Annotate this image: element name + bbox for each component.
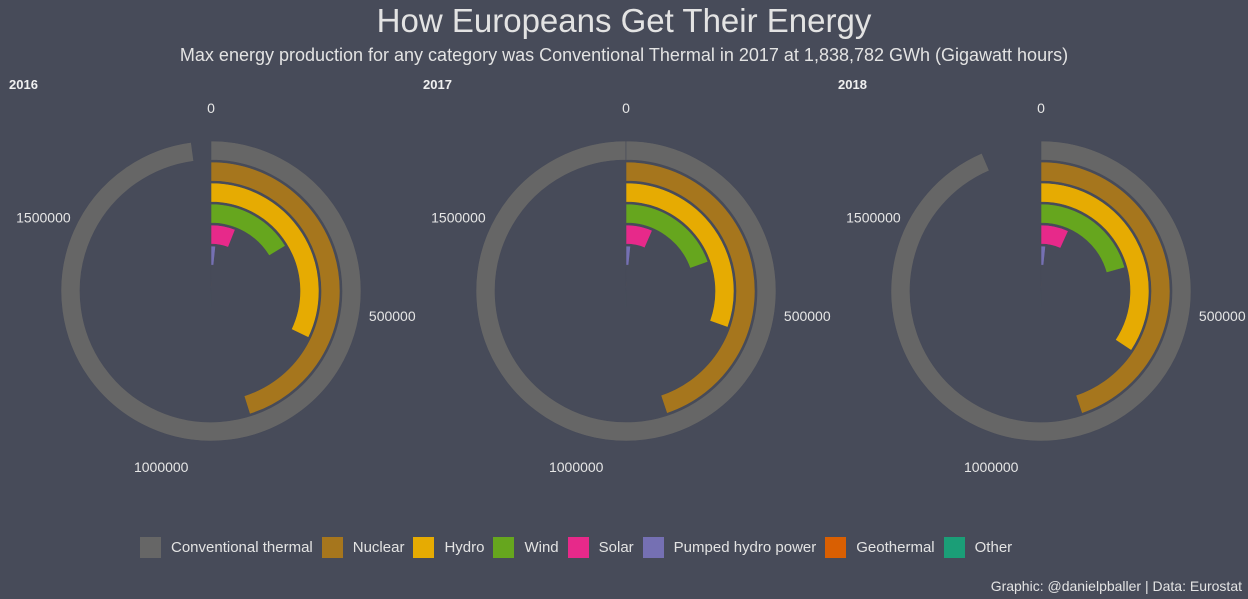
bar-nuclear	[625, 161, 756, 414]
bar-pumped-hydro-power	[1040, 245, 1046, 266]
legend-label: Wind	[524, 538, 559, 556]
legend-item: Other	[943, 536, 1013, 558]
bar-wind	[210, 203, 286, 257]
theta-tick-label: 500000	[784, 308, 831, 324]
theta-tick-label: 0	[622, 100, 630, 116]
legend-item: Nuclear	[321, 536, 405, 558]
bar-solar	[210, 224, 236, 248]
legend-item: Conventional thermal	[140, 536, 313, 558]
panel-label-2017: 2017	[423, 77, 452, 92]
bar-conventional-thermal	[890, 140, 1192, 442]
theta-tick-label: 1000000	[134, 459, 189, 475]
bar-pumped-hydro-power	[210, 245, 216, 266]
panel-2016: 2016 0 500000 1000000 1500000	[9, 77, 416, 475]
theta-tick-label: 1500000	[431, 210, 486, 226]
bar-nuclear	[1040, 161, 1171, 414]
bar-pumped-hydro-power	[625, 245, 631, 266]
legend-swatch	[140, 536, 161, 558]
theta-tick-label: 1500000	[16, 210, 71, 226]
legend-label: Solar	[598, 538, 634, 556]
legend-item: Wind	[493, 536, 559, 558]
theta-tick-label: 1000000	[964, 459, 1019, 475]
legend-swatch	[413, 536, 435, 558]
bar-hydro	[1040, 182, 1150, 351]
panel-label-2016: 2016	[9, 77, 38, 92]
bar-solar	[1040, 224, 1069, 249]
chart-title: How Europeans Get Their Energy	[376, 2, 872, 39]
panel-2017: 2017 0 500000 1000000 1500000	[423, 77, 831, 475]
legend-swatch	[567, 536, 589, 558]
theta-tick-label: 500000	[369, 308, 416, 324]
bar-hydro	[210, 182, 320, 338]
legend-item: Pumped hydro power	[642, 536, 817, 558]
legend-label: Nuclear	[352, 538, 405, 556]
theta-tick-label: 0	[207, 100, 215, 116]
legend-label: Hydro	[444, 538, 485, 556]
legend-item: Hydro	[413, 536, 485, 558]
chart-legend: Conventional thermal Nuclear Hydro Wind Sola…	[140, 535, 1021, 559]
bar-wind	[1040, 203, 1126, 274]
bar-conventional-thermal	[475, 140, 777, 442]
panel-label-2018: 2018	[838, 77, 867, 92]
bar-nuclear	[210, 161, 341, 415]
legend-swatch	[825, 536, 847, 558]
legend-swatch	[943, 536, 965, 558]
legend-label: Pumped hydro power	[673, 538, 817, 556]
theta-tick-label: 0	[1037, 100, 1045, 116]
theta-tick-label: 1000000	[549, 459, 604, 475]
panel-2018: 2018 0 500000 1000000 1500000	[838, 77, 1246, 475]
legend-swatch	[321, 536, 343, 558]
bar-conventional-thermal	[60, 140, 362, 442]
legend-label: Conventional thermal	[171, 538, 313, 556]
theta-tick-label: 500000	[1199, 308, 1246, 324]
chart-caption: Graphic: @danielpballer | Data: Eurostat	[990, 578, 1242, 594]
bar-hydro	[625, 182, 735, 328]
bar-wind	[625, 203, 709, 269]
bar-solar	[625, 224, 653, 249]
legend-label: Geothermal	[856, 538, 935, 556]
legend-item: Geothermal	[825, 536, 935, 558]
legend-swatch	[642, 536, 664, 558]
chart-subtitle: Max energy production for any category w…	[179, 45, 1069, 65]
legend-swatch	[493, 536, 515, 558]
theta-tick-label: 1500000	[846, 210, 901, 226]
legend-item: Solar	[567, 536, 634, 558]
legend-label: Other	[974, 538, 1013, 556]
